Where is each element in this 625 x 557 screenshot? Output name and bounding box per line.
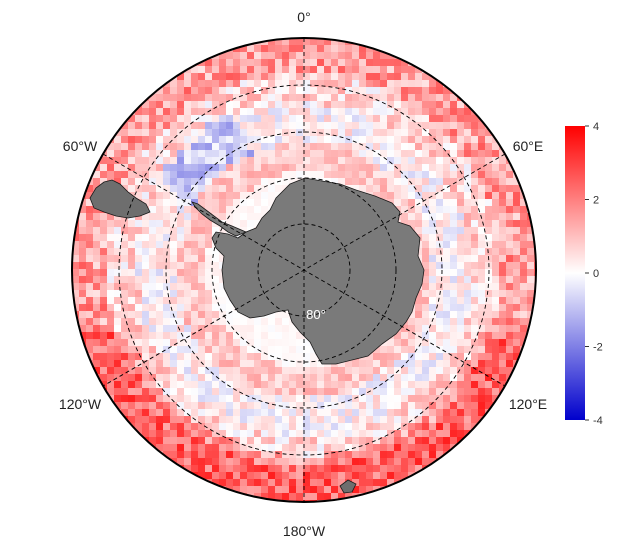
lon-label-0: 0° bbox=[297, 9, 310, 25]
colorbar-ticks: 4 2 0 -2 -4 bbox=[585, 121, 603, 427]
colorbar-tick-label: 4 bbox=[593, 121, 599, 133]
antarctic-peninsula bbox=[191, 201, 248, 237]
lon-label-120w: 120°W bbox=[59, 396, 102, 412]
colorbar: 4 2 0 -2 -4 bbox=[565, 121, 603, 427]
new-zealand-islet bbox=[339, 479, 357, 494]
colorbar-tick-label: -4 bbox=[593, 415, 603, 427]
colorbar-tick-label: 2 bbox=[593, 195, 599, 207]
colorbar-tick-label: -2 bbox=[593, 342, 603, 354]
lon-label-180w: 180°W bbox=[283, 523, 326, 539]
lon-label-120e: 120°E bbox=[509, 396, 547, 412]
map-boundary bbox=[71, 37, 537, 503]
antarctica-landmass bbox=[211, 177, 425, 365]
lat-label-80: 80° bbox=[306, 307, 326, 322]
south-america-tip bbox=[89, 179, 151, 219]
longitude-gridlines bbox=[102, 38, 506, 502]
lon-label-60w: 60°W bbox=[63, 138, 98, 154]
lon-label-60e: 60°E bbox=[513, 138, 544, 154]
colorbar-tick-label: 0 bbox=[593, 268, 599, 280]
colorbar-gradient bbox=[565, 126, 585, 420]
